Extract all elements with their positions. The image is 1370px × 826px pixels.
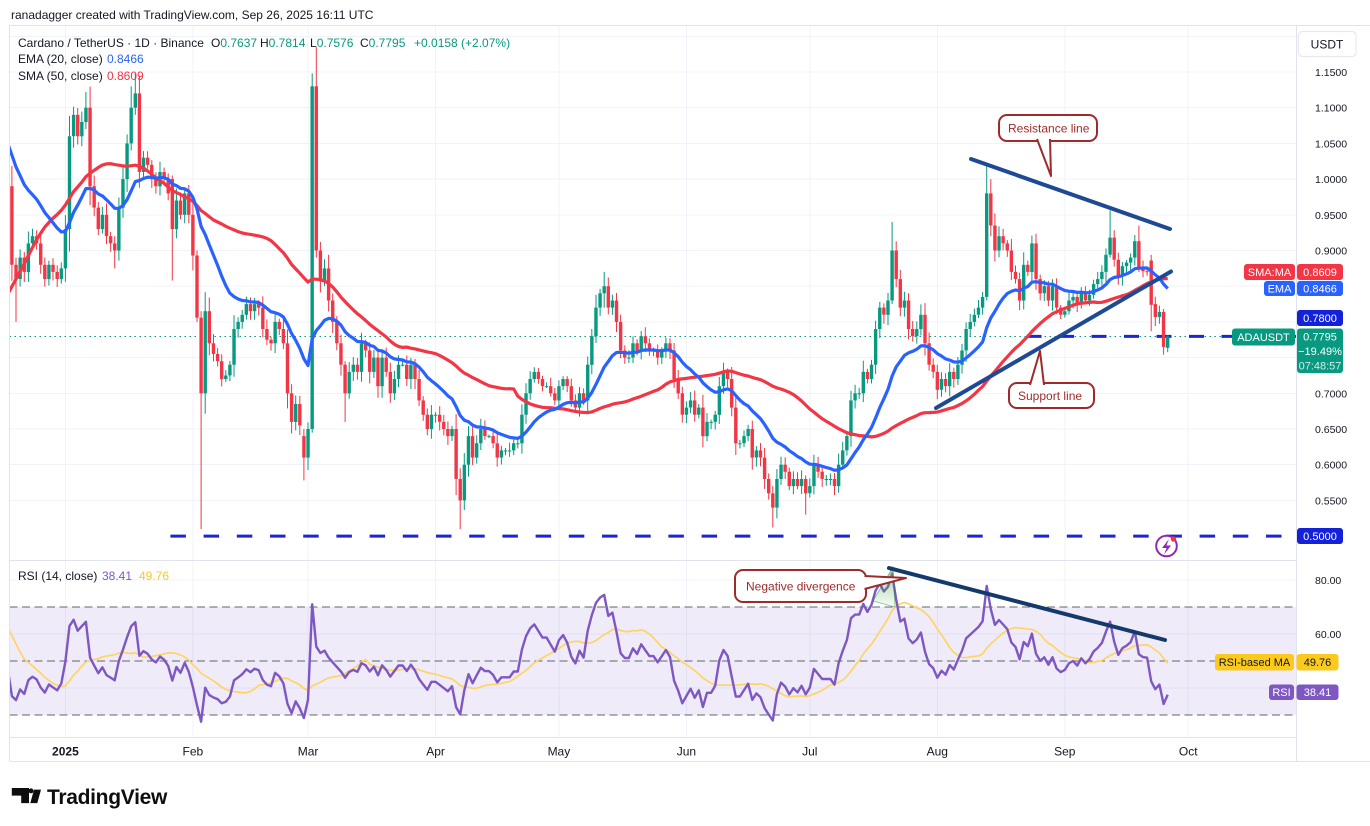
svg-text:49.76: 49.76	[139, 569, 169, 583]
svg-text:Support line: Support line	[1018, 389, 1082, 403]
svg-text:EMA: EMA	[1268, 284, 1293, 296]
svg-text:Apr: Apr	[426, 745, 445, 759]
svg-text:ADAUSDT: ADAUSDT	[1237, 332, 1290, 344]
svg-text:TradingView: TradingView	[47, 786, 168, 809]
svg-text:Sep: Sep	[1054, 745, 1076, 759]
svg-text:USDT: USDT	[1311, 38, 1344, 52]
svg-text:SMA:MA: SMA:MA	[1248, 267, 1292, 279]
svg-text:Feb: Feb	[183, 745, 204, 759]
svg-text:EMA (20, close): EMA (20, close)	[18, 52, 103, 66]
svg-text:0.8466: 0.8466	[1303, 284, 1337, 296]
svg-text:May: May	[548, 745, 571, 759]
svg-text:0.7795: 0.7795	[1303, 332, 1337, 344]
svg-text:RSI-based MA: RSI-based MA	[1219, 657, 1291, 669]
svg-text:0.5500: 0.5500	[1315, 495, 1347, 507]
svg-text:0.7000: 0.7000	[1315, 388, 1347, 400]
svg-text:−19.49%: −19.49%	[1298, 346, 1342, 358]
svg-text:0.6500: 0.6500	[1315, 424, 1347, 436]
svg-text:Resistance line: Resistance line	[1008, 122, 1090, 136]
svg-text:0.8609: 0.8609	[1303, 267, 1337, 279]
svg-text:Jun: Jun	[677, 745, 696, 759]
svg-text:2025: 2025	[52, 745, 79, 759]
svg-text:1.1000: 1.1000	[1315, 103, 1347, 115]
svg-text:38.41: 38.41	[102, 569, 132, 583]
svg-text:Jul: Jul	[802, 745, 817, 759]
svg-text:0.7800: 0.7800	[1303, 313, 1337, 325]
svg-text:0.5000: 0.5000	[1303, 531, 1337, 543]
svg-text:RSI: RSI	[1272, 687, 1290, 699]
svg-text:RSI (14, close): RSI (14, close)	[18, 569, 97, 583]
svg-text:0.8609: 0.8609	[107, 69, 144, 83]
svg-text:1.0000: 1.0000	[1315, 174, 1347, 186]
svg-text:0.8466: 0.8466	[107, 52, 144, 66]
svg-text:1.1500: 1.1500	[1315, 67, 1347, 79]
svg-text:0.6000: 0.6000	[1315, 460, 1347, 472]
svg-text:38.41: 38.41	[1304, 687, 1332, 699]
svg-text:Mar: Mar	[298, 745, 319, 759]
svg-text:SMA (50, close): SMA (50, close)	[18, 69, 103, 83]
svg-text:Aug: Aug	[927, 745, 948, 759]
svg-text:0.9500: 0.9500	[1315, 210, 1347, 222]
svg-text:1.0500: 1.0500	[1315, 138, 1347, 150]
svg-text:60.00: 60.00	[1315, 629, 1341, 641]
svg-text:49.76: 49.76	[1304, 657, 1332, 669]
svg-text:Negative divergence: Negative divergence	[746, 580, 856, 594]
svg-text:Cardano / TetherUS · 1D · Bina: Cardano / TetherUS · 1D · Binance	[18, 36, 204, 50]
svg-text:Oct: Oct	[1179, 745, 1198, 759]
svg-text:80.00: 80.00	[1315, 575, 1341, 587]
svg-text:07:48:57: 07:48:57	[1299, 361, 1342, 373]
svg-text:0.9000: 0.9000	[1315, 246, 1347, 258]
svg-text:ranadagger created with Tradin: ranadagger created with TradingView.com,…	[11, 8, 374, 22]
